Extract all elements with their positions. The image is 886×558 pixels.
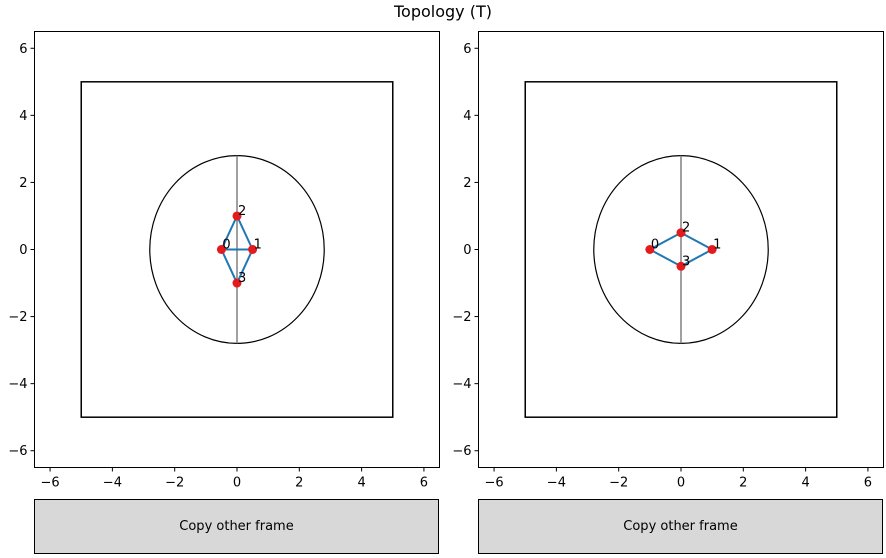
y-tick-label: −6 [452, 444, 471, 459]
x-tick-label: 2 [295, 476, 303, 491]
graph-node [232, 278, 242, 288]
graph-edge [680, 248, 713, 268]
graph-edge [236, 215, 254, 250]
y-tick-label: 0 [463, 243, 471, 258]
y-tick-label: −6 [8, 444, 27, 459]
x-tick-label: −6 [484, 476, 503, 491]
graph-node [216, 245, 226, 254]
y-tick-label: −4 [8, 377, 27, 392]
graph-edge [680, 231, 713, 251]
node-label: 2 [238, 204, 246, 219]
node-label: 1 [713, 238, 721, 253]
graph-node [248, 245, 258, 254]
graph-node [676, 228, 686, 238]
y-tick-label: 4 [463, 109, 471, 124]
y-tick-label: 2 [463, 176, 471, 191]
y-tick-label: 2 [19, 176, 27, 191]
copy-other-frame-button-left[interactable]: Copy other frame [34, 499, 439, 554]
y-tick-label: 6 [19, 42, 27, 57]
plot-left: −6 −4 −2 0 2 4 6 −6 −4 −2 0 2 4 6 0 1 2 3 [8, 31, 440, 491]
graph-edge [220, 249, 238, 284]
graph-edge [649, 231, 682, 251]
node-label: 1 [254, 238, 262, 253]
plot-right: −6 −4 −2 0 2 4 6 −6 −4 −2 0 2 4 6 0 1 2 3 [452, 31, 884, 491]
y-tick-label: 0 [19, 243, 27, 258]
y-tick-label: −4 [452, 377, 471, 392]
figure-title: Topology (T) [394, 2, 492, 21]
x-tick-label: −2 [165, 476, 184, 491]
node-label: 0 [222, 238, 230, 253]
y-tick-label: −2 [452, 310, 471, 325]
x-tick-label: 2 [739, 476, 747, 491]
bounding-square [80, 81, 394, 418]
node-label: 2 [682, 221, 690, 236]
x-tick-label: 4 [801, 476, 809, 491]
graph-node [676, 261, 686, 271]
y-tick-label: 6 [463, 42, 471, 57]
graph-edge [220, 215, 238, 250]
node-label: 3 [682, 254, 690, 269]
graph-node [232, 211, 242, 221]
node-label: 0 [651, 238, 659, 253]
x-tick-label: 0 [677, 476, 685, 491]
x-tick-label: −6 [40, 476, 59, 491]
copy-other-frame-button-right[interactable]: Copy other frame [478, 499, 883, 554]
y-tick-label: 4 [19, 109, 27, 124]
bounding-square [524, 81, 838, 418]
graph-node [707, 245, 717, 254]
node-label: 3 [238, 271, 246, 286]
y-tick-label: −2 [8, 310, 27, 325]
graph-edge [649, 248, 682, 268]
x-tick-label: −4 [547, 476, 566, 491]
x-tick-label: −4 [103, 476, 122, 491]
x-tick-label: 6 [864, 476, 872, 491]
x-tick-label: 4 [357, 476, 365, 491]
graph-node [645, 245, 655, 254]
x-tick-label: −2 [609, 476, 628, 491]
graph-edge [236, 249, 254, 284]
x-tick-label: 0 [233, 476, 241, 491]
x-tick-label: 6 [420, 476, 428, 491]
